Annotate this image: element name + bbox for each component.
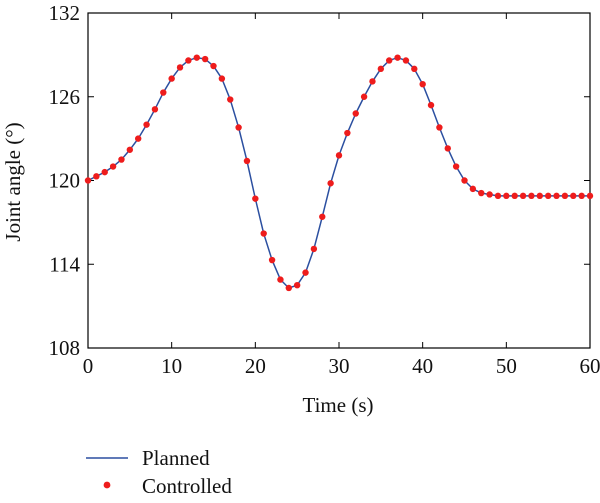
controlled-point [444,145,451,152]
y-tick-label: 126 [49,85,81,109]
controlled-point [386,57,393,64]
controlled-point [118,156,125,163]
controlled-point [160,89,167,96]
controlled-point [536,192,543,200]
controlled-point [427,101,435,109]
controlled-point [402,57,410,64]
controlled-point [109,163,117,170]
controlled-point [285,284,292,292]
x-tick-label: 50 [496,354,517,378]
plot-area: 0 10 20 30 40 50 60 108 114 120 126 132 [49,1,600,378]
controlled-point [503,192,510,200]
y-tick-label: 108 [49,336,81,360]
controlled-point [201,55,209,63]
controlled-point [218,75,226,82]
controlled-point [302,269,309,276]
controlled-point [235,124,242,131]
controlled-point [528,192,535,200]
x-axis-label: Time (s) [303,393,374,417]
y-tick-label: 120 [49,169,81,193]
controlled-point [176,64,184,71]
controlled-point [519,192,527,200]
x-tick-label: 40 [412,354,433,378]
controlled-point [369,78,376,85]
controlled-point [452,163,460,170]
controlled-point [101,168,108,176]
controlled-point [168,75,175,82]
controlled-point [461,177,468,184]
controlled-point [360,93,368,100]
controlled-point [319,213,326,220]
controlled-point [227,96,234,103]
controlled-point [436,124,443,131]
controlled-point [243,157,251,165]
controlled-point [419,80,426,88]
controlled-point [544,192,552,200]
y-tick-label: 114 [49,252,80,276]
y-tick-label: 132 [49,1,81,25]
controlled-point [486,191,493,198]
controlled-point [511,192,518,200]
controlled-point [84,177,92,184]
controlled-point [411,65,418,73]
controlled-point [494,192,502,200]
controlled-point [293,281,301,289]
controlled-point [260,230,267,237]
legend-controlled-swatch [103,481,111,489]
legend-planned-label: Planned [142,446,210,470]
x-tick-label: 30 [329,354,350,378]
controlled-point [344,129,351,137]
x-tick-label: 10 [161,354,182,378]
controlled-point [126,146,134,153]
controlled-point [570,192,577,200]
controlled-point [193,54,200,61]
plot-frame [87,12,591,349]
controlled-point [478,189,485,197]
legend: Planned Controlled [86,446,232,498]
controlled-point [143,121,150,128]
controlled-point [310,245,318,253]
controlled-point [327,180,334,187]
controlled-point [151,106,159,113]
controlled-point [553,192,560,200]
controlled-point [185,57,192,64]
y-axis-label: Joint angle (°) [1,122,25,241]
controlled-point [93,173,100,180]
x-tick-label: 0 [83,354,94,378]
controlled-point [335,152,343,159]
controlled-point [252,195,259,202]
controlled-point [268,256,276,264]
controlled-point [377,65,385,73]
controlled-point [561,192,569,200]
controlled-point [210,62,217,70]
controlled-point [135,135,142,142]
controlled-point [352,110,359,117]
controlled-point [469,185,477,193]
controlled-point [277,276,284,283]
controlled-point [586,192,594,200]
legend-controlled-label: Controlled [142,474,232,498]
controlled-point [578,192,585,200]
controlled-point [394,54,401,61]
x-tick-label: 20 [245,354,266,378]
x-tick-label: 60 [580,354,600,378]
